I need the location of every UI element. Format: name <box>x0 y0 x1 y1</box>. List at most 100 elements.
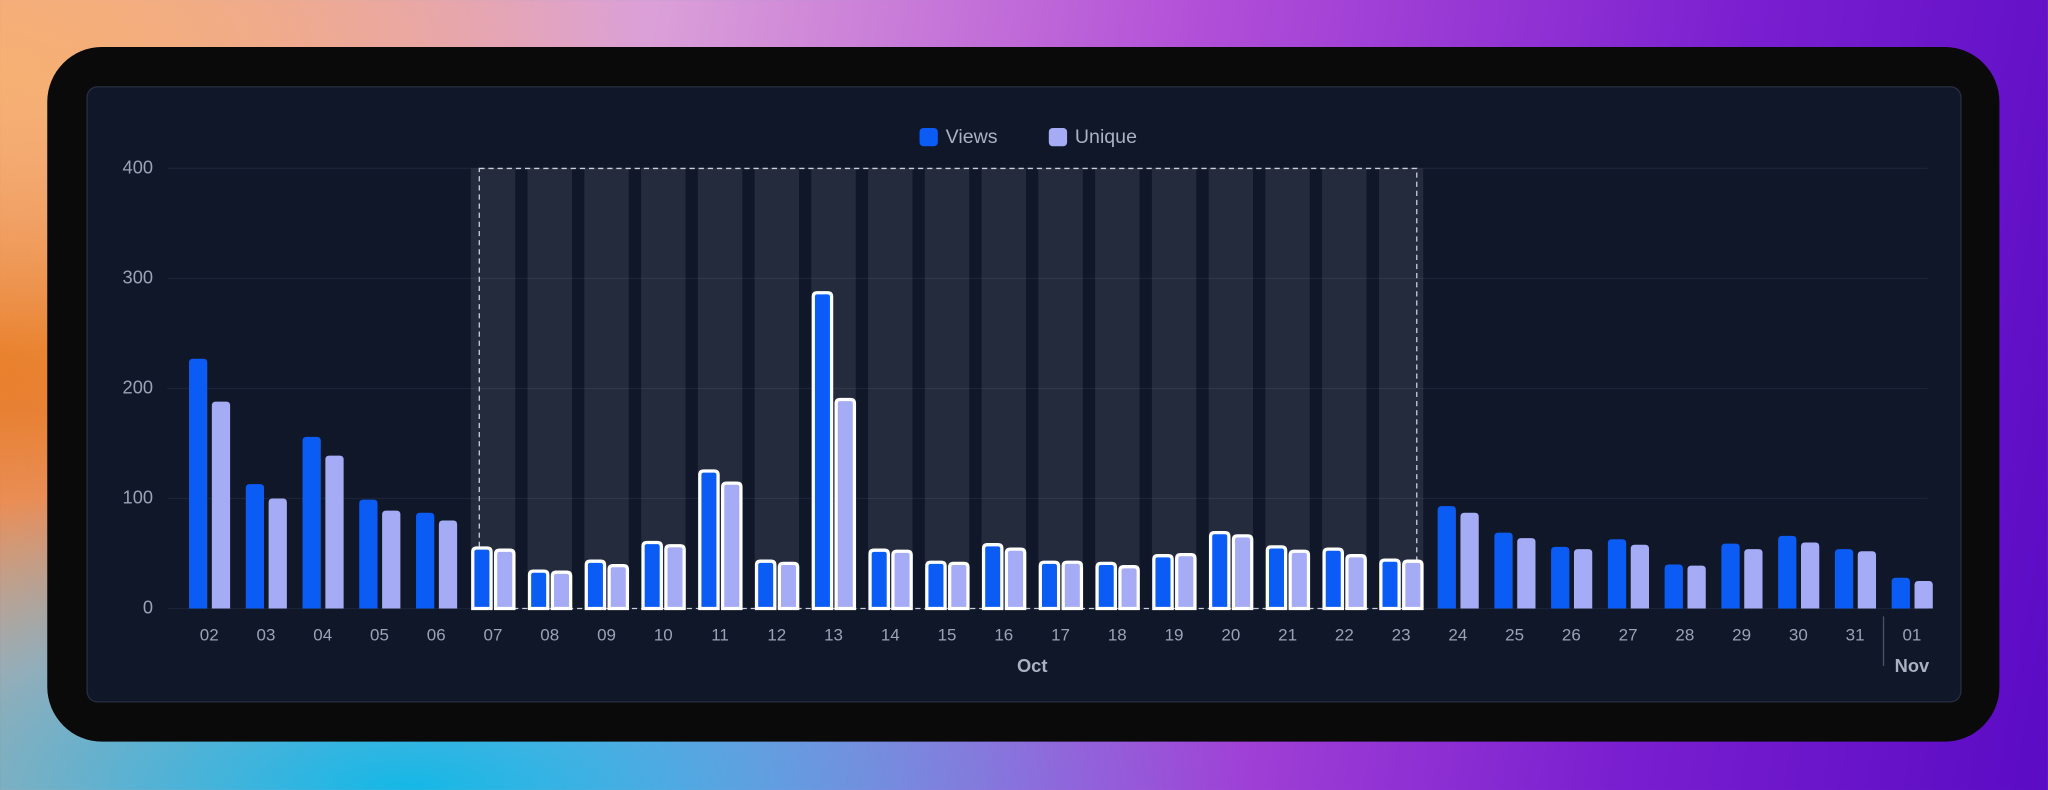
selection-column <box>754 168 799 609</box>
x-tick-label: 02 <box>200 625 219 644</box>
y-tick-label: 100 <box>123 486 153 507</box>
legend-swatch <box>919 127 938 147</box>
bar <box>1744 549 1763 609</box>
bar <box>1607 539 1627 609</box>
bar <box>1778 535 1797 609</box>
bar <box>359 499 378 609</box>
bar <box>1630 544 1650 609</box>
bar <box>1208 530 1231 611</box>
selection-box <box>478 167 1418 610</box>
chart-panel <box>86 86 1962 703</box>
bar <box>1834 549 1854 609</box>
bar <box>777 561 800 611</box>
x-group-label: Oct <box>1017 655 1047 676</box>
bar <box>721 481 743 611</box>
legend-label: Unique <box>1075 126 1137 148</box>
x-tick-label: 16 <box>994 625 1013 644</box>
x-tick-label: 03 <box>257 625 276 644</box>
x-tick-label: 19 <box>1165 625 1184 644</box>
bar <box>698 469 720 611</box>
bar <box>754 559 777 611</box>
bar <box>302 436 321 609</box>
bar <box>211 401 231 609</box>
x-tick-label: 26 <box>1562 625 1581 644</box>
bar <box>1664 564 1683 609</box>
x-tick-label: 10 <box>654 625 673 644</box>
x-tick-label: 29 <box>1732 625 1751 644</box>
bar <box>527 569 550 611</box>
x-tick-label: 24 <box>1448 625 1467 644</box>
bar <box>1265 545 1288 611</box>
bar <box>1038 560 1061 611</box>
x-tick-label: 21 <box>1278 625 1297 644</box>
x-tick-label: 12 <box>767 625 786 644</box>
bar <box>1004 547 1027 611</box>
x-tick-label: 25 <box>1505 625 1524 644</box>
bar <box>1460 512 1479 609</box>
bar <box>1231 534 1254 611</box>
x-tick-label: 11 <box>711 625 729 644</box>
bar <box>1800 542 1820 609</box>
y-tick-label: 400 <box>123 156 153 177</box>
x-tick-label: 30 <box>1789 625 1808 644</box>
selection-column <box>584 168 629 609</box>
legend-label: Views <box>946 126 998 148</box>
x-tick-label: 15 <box>938 625 957 644</box>
x-group-label: Nov <box>1895 655 1930 676</box>
bar <box>1175 552 1197 611</box>
bar <box>1891 577 1910 609</box>
x-tick-label: 14 <box>881 625 900 644</box>
selection-column <box>1265 168 1310 609</box>
bar <box>550 570 573 611</box>
bar <box>948 561 970 611</box>
bar <box>438 520 458 609</box>
bar <box>471 546 493 611</box>
x-tick-label: 17 <box>1051 625 1070 644</box>
bar <box>1095 561 1117 611</box>
selection-column <box>641 168 686 609</box>
bar <box>1061 560 1084 611</box>
bar <box>382 510 401 609</box>
bar <box>664 544 686 611</box>
x-tick-label: 18 <box>1108 625 1127 644</box>
x-tick-label: 05 <box>370 625 389 644</box>
selection-column <box>981 168 1027 609</box>
x-tick-label: 04 <box>313 625 332 644</box>
y-tick-label: 300 <box>123 266 153 287</box>
bar <box>891 549 913 611</box>
bar <box>1322 547 1345 611</box>
x-tick-label: 22 <box>1335 625 1354 644</box>
x-tick-label: 07 <box>484 625 503 644</box>
bar <box>1494 532 1513 609</box>
bar <box>1551 546 1570 609</box>
y-tick-label: 0 <box>143 596 153 617</box>
legend-swatch <box>1048 127 1068 147</box>
bar <box>1288 549 1311 611</box>
bar <box>1857 551 1877 609</box>
selection-column <box>470 168 516 609</box>
bar <box>1517 538 1536 609</box>
x-tick-label: 23 <box>1392 625 1411 644</box>
x-tick-label: 31 <box>1846 625 1865 644</box>
selection-column <box>924 168 970 609</box>
bar <box>1152 554 1174 611</box>
selection-column <box>1322 168 1367 609</box>
bar <box>325 455 344 609</box>
x-tick-label: 08 <box>540 625 559 644</box>
bar <box>1118 565 1140 611</box>
x-tick-label: 20 <box>1221 625 1240 644</box>
bar <box>834 397 857 611</box>
bar <box>1721 543 1740 609</box>
selection-column <box>1095 168 1140 609</box>
bar <box>493 548 516 611</box>
bar <box>268 498 287 609</box>
bar <box>245 484 265 609</box>
bar <box>1914 580 1933 609</box>
plot: 0 100 200 300 400 02 03 04 05 06 07 08 09 10 11 12 13 14 1… <box>123 126 1933 676</box>
bar <box>1402 559 1424 611</box>
bar <box>584 559 607 611</box>
bar <box>1573 549 1593 609</box>
bar <box>188 358 208 609</box>
bar <box>641 540 663 611</box>
